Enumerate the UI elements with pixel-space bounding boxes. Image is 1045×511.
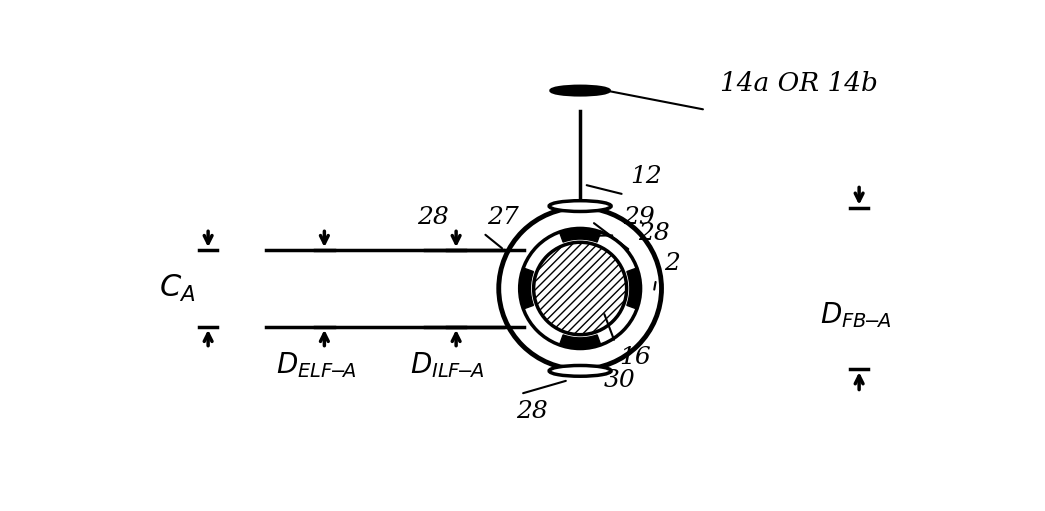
Wedge shape	[559, 228, 601, 242]
Text: 2: 2	[664, 252, 679, 275]
Circle shape	[534, 242, 627, 335]
Text: 30: 30	[603, 369, 635, 392]
Text: 12: 12	[630, 166, 663, 189]
Ellipse shape	[551, 86, 609, 95]
Wedge shape	[559, 335, 601, 349]
Text: 28: 28	[638, 222, 670, 245]
Text: 27: 27	[487, 206, 519, 229]
Text: $C_A$: $C_A$	[159, 273, 195, 304]
Text: 16: 16	[619, 346, 651, 369]
Wedge shape	[519, 268, 533, 309]
Text: 28: 28	[516, 400, 549, 423]
Text: 14a OR 14b: 14a OR 14b	[720, 71, 878, 96]
Text: 29: 29	[623, 206, 654, 229]
Wedge shape	[627, 268, 641, 309]
Ellipse shape	[549, 201, 611, 212]
Text: 28: 28	[417, 206, 448, 229]
Text: $D_{FB\!\!-\!\!A}$: $D_{FB\!\!-\!\!A}$	[819, 300, 890, 330]
Text: $D_{ELF\!\!-\!\!A}$: $D_{ELF\!\!-\!\!A}$	[276, 351, 357, 380]
Text: $D_{ILF\!\!-\!\!A}$: $D_{ILF\!\!-\!\!A}$	[410, 351, 484, 380]
Ellipse shape	[549, 365, 611, 376]
